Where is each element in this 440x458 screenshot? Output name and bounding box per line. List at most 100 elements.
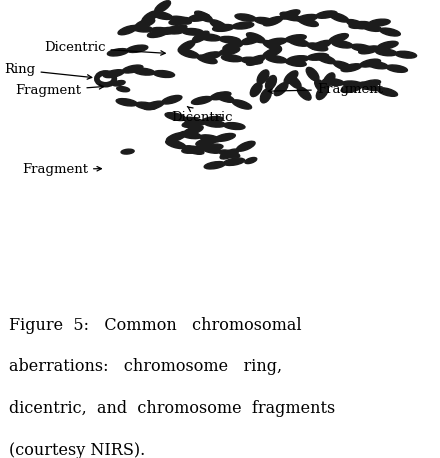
Ellipse shape (142, 11, 158, 23)
Ellipse shape (332, 41, 353, 48)
Ellipse shape (152, 11, 172, 20)
Ellipse shape (182, 147, 203, 153)
Ellipse shape (194, 11, 213, 22)
Ellipse shape (342, 81, 364, 88)
Ellipse shape (386, 65, 407, 72)
Ellipse shape (131, 25, 153, 32)
Ellipse shape (246, 55, 265, 65)
Ellipse shape (341, 64, 362, 72)
Ellipse shape (116, 98, 137, 106)
Ellipse shape (223, 42, 243, 50)
Text: (courtesy NIRS).: (courtesy NIRS). (9, 442, 145, 458)
Ellipse shape (202, 116, 223, 124)
Ellipse shape (297, 14, 318, 22)
Ellipse shape (266, 76, 276, 90)
Ellipse shape (341, 85, 362, 93)
Ellipse shape (191, 97, 212, 104)
Ellipse shape (378, 41, 398, 49)
Ellipse shape (360, 59, 381, 67)
Ellipse shape (359, 82, 379, 91)
Ellipse shape (361, 23, 381, 32)
Ellipse shape (378, 88, 397, 96)
Ellipse shape (263, 16, 282, 26)
Ellipse shape (127, 45, 148, 53)
Ellipse shape (178, 41, 195, 52)
Ellipse shape (281, 10, 300, 19)
Ellipse shape (375, 49, 397, 56)
Ellipse shape (395, 51, 417, 58)
Text: Fragment: Fragment (15, 84, 104, 97)
Ellipse shape (144, 101, 164, 110)
Ellipse shape (200, 145, 221, 153)
Ellipse shape (334, 61, 353, 71)
Ellipse shape (266, 55, 287, 63)
Text: Dicentric: Dicentric (44, 41, 165, 55)
Ellipse shape (329, 13, 348, 22)
Ellipse shape (188, 14, 209, 21)
Ellipse shape (155, 1, 171, 13)
Ellipse shape (307, 43, 328, 51)
Ellipse shape (136, 19, 155, 28)
Ellipse shape (197, 55, 217, 64)
Ellipse shape (122, 65, 143, 73)
Ellipse shape (351, 44, 372, 51)
Ellipse shape (221, 55, 243, 62)
Ellipse shape (184, 117, 205, 125)
Ellipse shape (287, 75, 301, 88)
Ellipse shape (196, 138, 216, 146)
Ellipse shape (204, 120, 225, 127)
Ellipse shape (204, 162, 225, 169)
Ellipse shape (380, 28, 400, 36)
Ellipse shape (210, 20, 228, 31)
Ellipse shape (285, 59, 306, 66)
Ellipse shape (316, 55, 335, 64)
Ellipse shape (117, 87, 130, 92)
Ellipse shape (118, 26, 137, 35)
Ellipse shape (136, 102, 157, 109)
Ellipse shape (263, 48, 282, 58)
Ellipse shape (307, 53, 329, 60)
Ellipse shape (316, 86, 328, 99)
Ellipse shape (192, 31, 209, 43)
Ellipse shape (297, 87, 311, 100)
Ellipse shape (213, 24, 234, 32)
Ellipse shape (369, 19, 390, 26)
Ellipse shape (179, 49, 199, 58)
Ellipse shape (316, 11, 337, 18)
Ellipse shape (287, 56, 309, 63)
Ellipse shape (199, 34, 221, 41)
Ellipse shape (165, 113, 186, 120)
Text: aberrations:   chromosome   ring,: aberrations: chromosome ring, (9, 358, 282, 376)
Ellipse shape (241, 57, 263, 64)
Ellipse shape (133, 68, 155, 75)
Ellipse shape (200, 52, 221, 60)
Ellipse shape (103, 70, 124, 78)
Ellipse shape (315, 80, 327, 93)
Text: Fragment: Fragment (22, 163, 102, 176)
Ellipse shape (241, 36, 261, 44)
Text: Ring: Ring (4, 63, 92, 79)
Ellipse shape (166, 132, 186, 142)
Ellipse shape (215, 93, 234, 102)
Ellipse shape (306, 67, 319, 81)
Ellipse shape (147, 30, 168, 38)
Ellipse shape (166, 140, 186, 148)
Ellipse shape (347, 20, 366, 29)
Ellipse shape (349, 22, 370, 28)
Ellipse shape (257, 70, 269, 84)
Ellipse shape (323, 73, 335, 87)
Ellipse shape (245, 158, 257, 164)
Ellipse shape (162, 27, 183, 34)
Ellipse shape (254, 17, 275, 25)
Ellipse shape (162, 95, 182, 104)
Ellipse shape (153, 71, 175, 77)
Ellipse shape (202, 144, 223, 151)
Ellipse shape (171, 16, 191, 24)
Ellipse shape (180, 131, 201, 139)
Ellipse shape (219, 36, 241, 44)
Ellipse shape (359, 46, 379, 54)
Ellipse shape (288, 38, 309, 46)
Ellipse shape (298, 18, 318, 27)
Ellipse shape (235, 14, 256, 21)
Ellipse shape (224, 123, 245, 130)
